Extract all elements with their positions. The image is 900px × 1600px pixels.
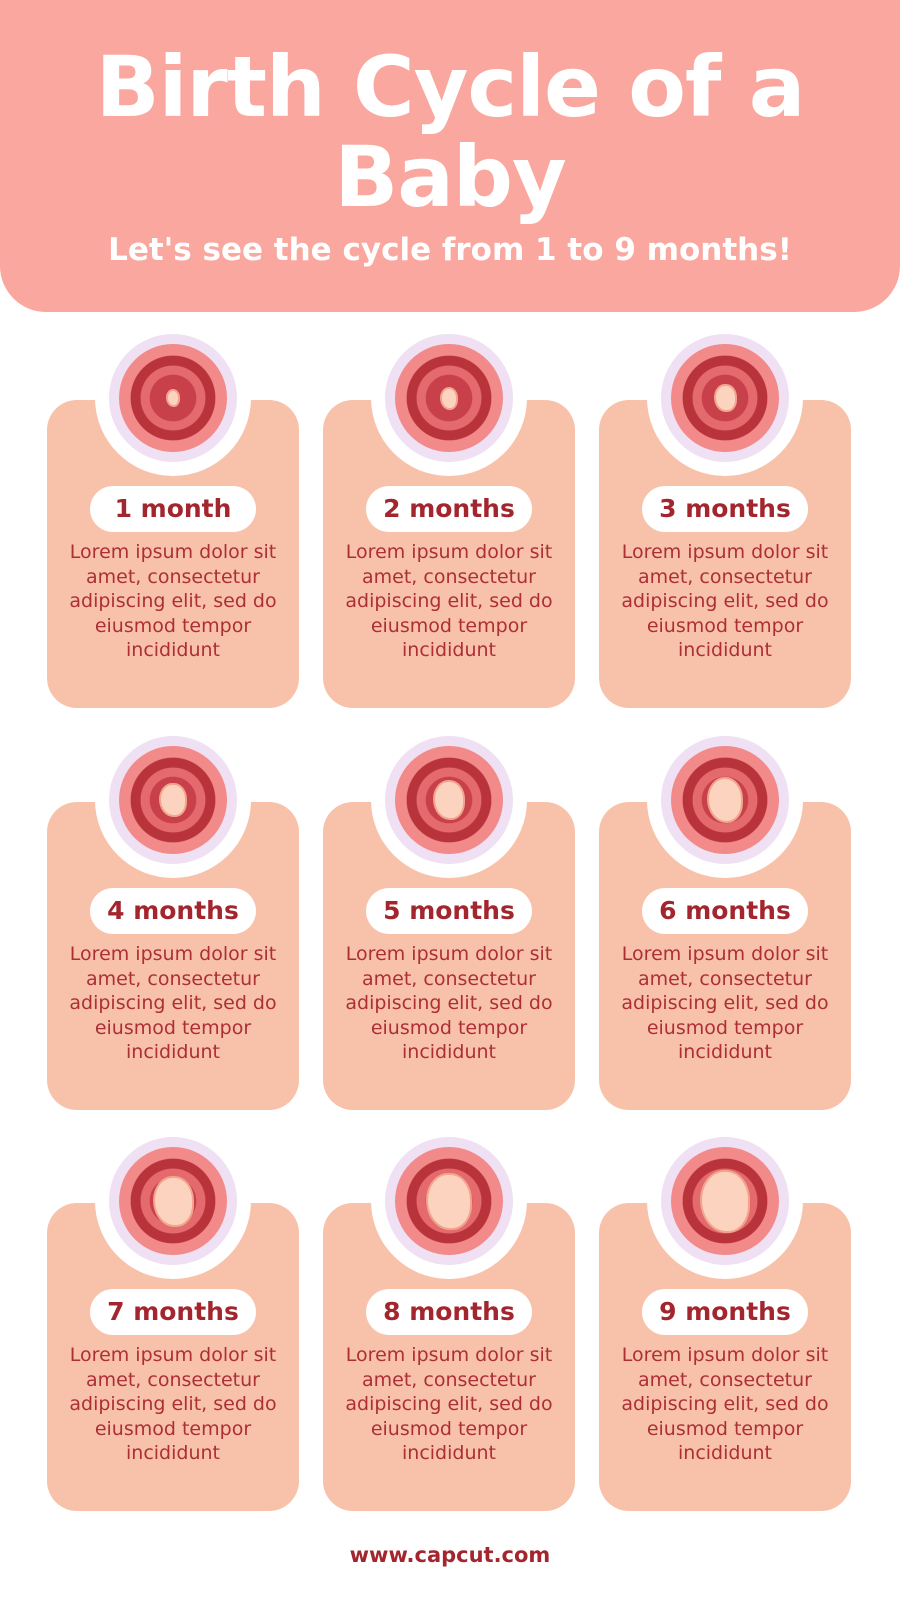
- month-label: 5 months: [366, 888, 532, 934]
- fetus-illustration-icon: [395, 344, 503, 452]
- month-label: 7 months: [90, 1289, 256, 1335]
- fetus-icon: [426, 1172, 472, 1230]
- fetus-icon: [439, 386, 459, 410]
- fetus-illustration-icon: [119, 344, 227, 452]
- month-description: Lorem ipsum dolor sit amet, consectetur …: [69, 541, 277, 661]
- month-description: Lorem ipsum dolor sit amet, consectetur …: [345, 541, 553, 661]
- header-banner: Birth Cycle of a Baby Let's see the cycl…: [0, 0, 900, 312]
- month-description: Lorem ipsum dolor sit amet, consectetur …: [69, 1344, 277, 1464]
- fetus-icon: [152, 1175, 194, 1227]
- month-card: 5 months Lorem ipsum dolor sit amet, cons…: [323, 722, 575, 1110]
- fetus-illustration-icon: [119, 1147, 227, 1255]
- month-description: Lorem ipsum dolor sit amet, consectetur …: [345, 1344, 553, 1464]
- month-label: 4 months: [90, 888, 256, 934]
- fetus-illustration-icon: [671, 746, 779, 854]
- fetus-icon: [159, 782, 187, 818]
- fetus-illustration-icon: [671, 1147, 779, 1255]
- month-description: Lorem ipsum dolor sit amet, consectetur …: [621, 1344, 829, 1464]
- month-label: 3 months: [642, 486, 808, 532]
- month-card: 6 months Lorem ipsum dolor sit amet, cons…: [599, 722, 851, 1110]
- fetus-illustration-icon: [395, 1147, 503, 1255]
- title-line-2: Baby: [334, 128, 567, 226]
- month-description: Lorem ipsum dolor sit amet, consectetur …: [621, 943, 829, 1063]
- subtitle: Let's see the cycle from 1 to 9 months!: [108, 232, 792, 268]
- month-card: 4 months Lorem ipsum dolor sit amet, cons…: [47, 722, 299, 1110]
- month-description: Lorem ipsum dolor sit amet, consectetur …: [69, 943, 277, 1063]
- month-label: 6 months: [642, 888, 808, 934]
- fetus-illustration-icon: [395, 746, 503, 854]
- fetus-illustration-icon: [119, 746, 227, 854]
- month-label: 8 months: [366, 1289, 532, 1335]
- month-label: 2 months: [366, 486, 532, 532]
- month-card: 7 months Lorem ipsum dolor sit amet, cons…: [47, 1123, 299, 1511]
- fetus-icon: [700, 1170, 750, 1233]
- page-title: Birth Cycle of a Baby: [0, 42, 900, 222]
- month-card: 8 months Lorem ipsum dolor sit amet, cons…: [323, 1123, 575, 1511]
- month-label: 9 months: [642, 1289, 808, 1335]
- month-card: 2 months Lorem ipsum dolor sit amet, cons…: [323, 320, 575, 708]
- fetus-icon: [713, 383, 737, 413]
- fetus-icon: [166, 389, 180, 407]
- footer-url[interactable]: www.capcut.com: [349, 1543, 551, 1567]
- month-card: 9 months Lorem ipsum dolor sit amet, cons…: [599, 1123, 851, 1511]
- fetus-icon: [706, 777, 744, 823]
- month-card: 1 month Lorem ipsum dolor sit amet, conse…: [47, 320, 299, 708]
- fetus-illustration-icon: [671, 344, 779, 452]
- month-description: Lorem ipsum dolor sit amet, consectetur …: [621, 541, 829, 661]
- month-label: 1 month: [90, 486, 256, 532]
- month-card: 3 months Lorem ipsum dolor sit amet, cons…: [599, 320, 851, 708]
- fetus-icon: [433, 780, 465, 821]
- month-description: Lorem ipsum dolor sit amet, consectetur …: [345, 943, 553, 1063]
- title-line-1: Birth Cycle of a: [95, 38, 806, 136]
